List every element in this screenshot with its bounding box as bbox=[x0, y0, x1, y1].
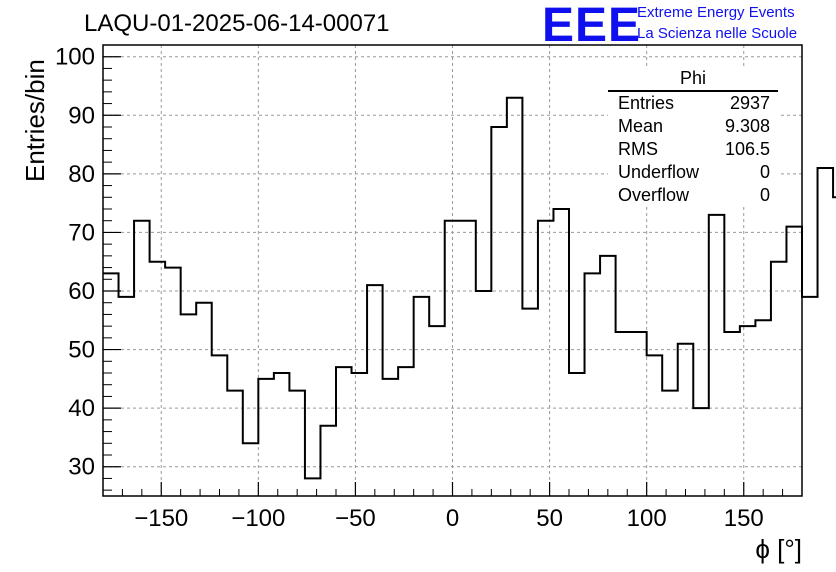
tick-layer: −150 −100 −50 0 50 100 150 30 40 50 60 70 80 90 100 bbox=[55, 44, 784, 532]
x-tick-label: 50 bbox=[536, 505, 563, 532]
histogram-bin bbox=[320, 426, 336, 496]
grid-layer bbox=[103, 45, 802, 496]
logo-line-2: La Scienza nelle Scuole bbox=[637, 25, 798, 42]
histogram-bin bbox=[414, 297, 430, 496]
histogram-layer bbox=[103, 96, 836, 496]
stats-label: Mean bbox=[618, 116, 664, 136]
histogram-bin bbox=[662, 391, 678, 496]
histogram-bin bbox=[569, 373, 585, 496]
y-axis-label: Entries/bin bbox=[20, 59, 50, 182]
stats-title: Phi bbox=[608, 68, 778, 92]
histogram-bin bbox=[786, 227, 802, 496]
histogram-bin bbox=[445, 221, 461, 496]
histogram-bin bbox=[289, 391, 305, 496]
stats-row-mean: Mean 9.308 bbox=[608, 115, 778, 138]
histogram-bin bbox=[507, 98, 523, 496]
histogram-bin bbox=[258, 379, 274, 496]
histogram-bin bbox=[429, 326, 445, 496]
logo-line-1: Extreme Energy Events bbox=[637, 4, 795, 21]
histogram-bin bbox=[336, 367, 352, 496]
stats-label: Overflow bbox=[618, 185, 690, 205]
y-tick-label: 50 bbox=[68, 337, 95, 364]
histogram-bin bbox=[181, 314, 197, 496]
x-axis-label: ϕ [°] bbox=[755, 534, 802, 564]
stats-row-overflow: Overflow 0 bbox=[608, 184, 778, 207]
stats-row-entries: Entries 2937 bbox=[608, 92, 778, 115]
histogram-line bbox=[103, 96, 836, 480]
x-tick-label: 100 bbox=[627, 505, 667, 532]
plot-title: LAQU-01-2025-06-14-00071 bbox=[84, 10, 390, 37]
x-tick-label: −100 bbox=[231, 505, 285, 532]
y-tick-label: 60 bbox=[68, 278, 95, 305]
histogram-bin bbox=[755, 320, 771, 496]
histogram-bin bbox=[367, 285, 383, 496]
histogram-bin bbox=[383, 379, 399, 496]
histogram-bin bbox=[600, 256, 616, 496]
histogram-bin bbox=[553, 209, 569, 496]
histogram-bin bbox=[165, 268, 181, 496]
y-tick-label: 40 bbox=[68, 395, 95, 422]
histogram-bin bbox=[476, 291, 492, 496]
histogram-bin bbox=[243, 443, 259, 496]
stats-value: 9.308 bbox=[724, 116, 770, 136]
stats-value: 106.5 bbox=[724, 139, 770, 159]
stats-value: 2937 bbox=[729, 93, 770, 113]
stats-row-rms: RMS 106.5 bbox=[608, 138, 778, 161]
histogram-bin bbox=[631, 332, 647, 496]
stats-row-underflow: Underflow 0 bbox=[608, 161, 778, 184]
histogram-bin bbox=[398, 367, 414, 496]
histogram-bin bbox=[678, 344, 694, 496]
histogram-bin bbox=[460, 221, 476, 496]
x-tick-label: 150 bbox=[724, 505, 764, 532]
histogram-bin bbox=[150, 262, 166, 496]
histogram-bin bbox=[802, 297, 818, 496]
histogram-bin bbox=[616, 332, 632, 496]
histogram-bin bbox=[491, 127, 507, 496]
histogram-bin bbox=[196, 303, 212, 496]
histogram-bin bbox=[538, 221, 554, 496]
x-tick-label: 0 bbox=[446, 505, 459, 532]
histogram-bin bbox=[693, 408, 709, 496]
histogram-bin bbox=[724, 332, 740, 496]
y-tick-label: 30 bbox=[68, 454, 95, 481]
histogram-bin bbox=[274, 373, 290, 496]
stats-label: Underflow bbox=[618, 162, 700, 182]
x-tick-label: −150 bbox=[134, 505, 188, 532]
y-tick-label: 80 bbox=[68, 161, 95, 188]
histogram-bin bbox=[522, 309, 538, 496]
histogram-bin bbox=[134, 221, 150, 496]
histogram-bin bbox=[305, 478, 321, 496]
histogram-bin bbox=[585, 273, 601, 496]
stats-box: Phi Entries 2937 Mean 9.308 RMS 106.5 Un… bbox=[608, 68, 778, 207]
stats-label: RMS bbox=[618, 139, 658, 159]
histogram-bin bbox=[227, 391, 243, 496]
stats-value: 0 bbox=[759, 162, 770, 182]
y-tick-label: 100 bbox=[55, 44, 95, 71]
histogram-bin bbox=[647, 355, 663, 496]
eee-logo: EEE bbox=[542, 0, 642, 52]
x-tick-label: −50 bbox=[335, 505, 376, 532]
histogram-bin bbox=[212, 355, 228, 496]
histogram-bin bbox=[818, 168, 834, 496]
stats-value: 0 bbox=[759, 185, 770, 205]
y-tick-label: 70 bbox=[68, 219, 95, 246]
histogram-bin bbox=[740, 326, 756, 496]
histogram-bin bbox=[771, 262, 787, 496]
stats-label: Entries bbox=[618, 93, 675, 113]
y-tick-label: 90 bbox=[68, 102, 95, 129]
histogram-bin bbox=[352, 373, 368, 496]
histogram-bin bbox=[709, 215, 725, 496]
